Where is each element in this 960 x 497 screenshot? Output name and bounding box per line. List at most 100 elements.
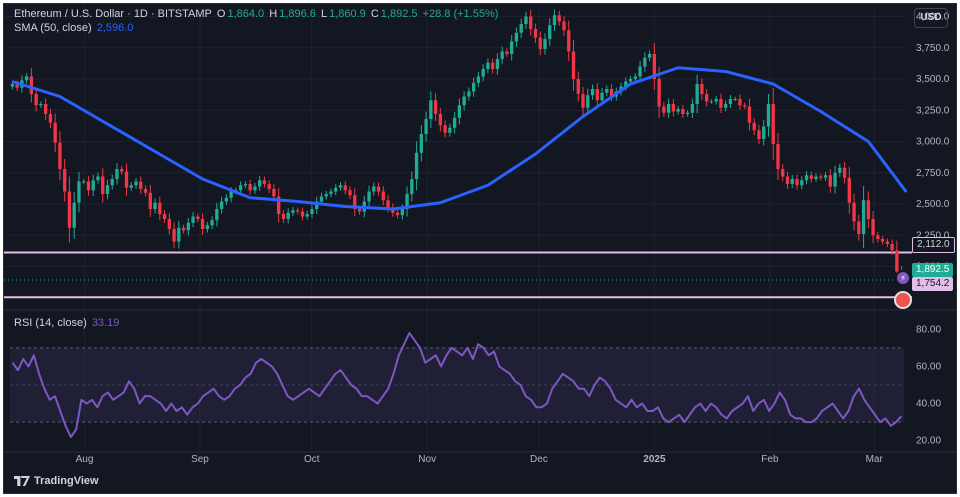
candle-body bbox=[386, 200, 390, 208]
candle-body bbox=[823, 175, 828, 178]
candle-body bbox=[861, 200, 866, 234]
candle-body bbox=[857, 221, 861, 234]
candle-body bbox=[880, 239, 885, 242]
sma-legend[interactable]: SMA (50, close) 2,596.0 bbox=[14, 22, 135, 34]
candle-body bbox=[576, 79, 580, 94]
candle-body bbox=[628, 79, 633, 82]
price-tick-label: 4,000.0 bbox=[916, 12, 950, 23]
candle-body bbox=[814, 176, 818, 179]
candle-body bbox=[709, 101, 714, 103]
candle-body bbox=[224, 197, 229, 202]
candle-body bbox=[115, 169, 119, 179]
candle-body bbox=[452, 117, 457, 128]
event-flag-icon[interactable] bbox=[894, 291, 912, 309]
candle-body bbox=[643, 57, 647, 67]
candle-body bbox=[567, 30, 571, 52]
low-value: 1,860.9 bbox=[329, 8, 366, 20]
alert-icon[interactable]: ⚡ bbox=[895, 270, 911, 286]
candle-body bbox=[257, 180, 262, 187]
candle-body bbox=[866, 200, 870, 219]
candle-body bbox=[134, 181, 138, 186]
candle-body bbox=[552, 15, 557, 26]
candle-body bbox=[852, 202, 856, 222]
candle-body bbox=[158, 202, 162, 214]
candle-body bbox=[524, 16, 528, 24]
candle-body bbox=[305, 214, 309, 217]
candle-body bbox=[124, 171, 129, 188]
candle-body bbox=[785, 176, 790, 184]
time-tick-label: Dec bbox=[530, 454, 548, 465]
grid bbox=[4, 4, 956, 453]
high-label: H bbox=[269, 8, 278, 20]
candle-body bbox=[728, 99, 733, 104]
symbol-legend[interactable]: Ethereum / U.S. Dollar · 1D · BITSTAMP O… bbox=[14, 8, 500, 20]
price-tick-label: 2,250.0 bbox=[916, 230, 950, 241]
chart-canvas[interactable]: 4,000.0 3,750.0 3,500.0 3,250.0 3,000.0 2,750… bbox=[4, 4, 957, 494]
candle-body bbox=[167, 219, 171, 229]
candle-body bbox=[291, 210, 295, 213]
close-label: C bbox=[370, 8, 379, 20]
rsi-legend[interactable]: RSI (14, close) 33.19 bbox=[14, 317, 121, 329]
candle-body bbox=[153, 202, 157, 209]
currency-button[interactable]: USD bbox=[914, 8, 948, 28]
rsi-label: RSI (14, close) bbox=[14, 317, 87, 329]
candle-body bbox=[120, 169, 124, 172]
candle-body bbox=[39, 104, 43, 106]
sma-50-line bbox=[11, 66, 908, 211]
candle-body bbox=[443, 125, 447, 133]
price-tick-label: 2,500.0 bbox=[916, 199, 950, 210]
candle-body bbox=[681, 109, 685, 114]
candle-body bbox=[448, 127, 452, 133]
rsi-line bbox=[11, 332, 903, 438]
candle-body bbox=[533, 29, 538, 38]
candle-body bbox=[139, 181, 143, 189]
candle-body bbox=[719, 99, 723, 108]
candle-body bbox=[86, 181, 91, 191]
candle-body bbox=[395, 212, 400, 216]
candle-body bbox=[376, 186, 381, 192]
candle-body bbox=[600, 92, 604, 101]
candle-body bbox=[277, 196, 281, 214]
high-value: 1,896.6 bbox=[279, 8, 316, 20]
candle-body bbox=[300, 211, 305, 217]
time-tick-label: Mar bbox=[866, 454, 884, 465]
candle-body bbox=[842, 167, 847, 178]
candle-body bbox=[876, 235, 880, 239]
candle-body bbox=[609, 89, 614, 97]
close-value: 1,892.5 bbox=[380, 8, 418, 20]
sma-value: 2,596.0 bbox=[96, 22, 134, 34]
horizontal-levels[interactable] bbox=[4, 251, 912, 299]
sma-line bbox=[11, 66, 908, 211]
candle-body bbox=[695, 84, 699, 104]
lower-level-tag: 1,754.2 bbox=[912, 277, 954, 291]
tradingview-mark-icon bbox=[14, 476, 30, 486]
candle-body bbox=[286, 212, 290, 219]
candle-body bbox=[315, 201, 319, 209]
candle-body bbox=[381, 191, 385, 201]
time-tick-label: Sep bbox=[191, 454, 209, 465]
candle-body bbox=[405, 194, 409, 209]
candle-body bbox=[357, 209, 362, 212]
candle-body bbox=[538, 37, 542, 49]
candle-body bbox=[747, 106, 752, 123]
candle-body bbox=[733, 99, 737, 100]
symbol-title: Ethereum / U.S. Dollar · 1D · BITSTAMP bbox=[14, 8, 212, 20]
price-tick-label: 3,500.0 bbox=[916, 74, 950, 85]
candle-body bbox=[529, 16, 533, 29]
candle-body bbox=[29, 76, 34, 94]
upper-level-tag: 2,112.0 bbox=[912, 237, 955, 253]
candle-body bbox=[804, 175, 809, 181]
candle-body bbox=[44, 104, 48, 114]
candle-body bbox=[590, 89, 595, 96]
candle-body bbox=[647, 54, 652, 58]
chart-frame: 4,000.0 3,750.0 3,500.0 3,250.0 3,000.0 2,750… bbox=[3, 3, 957, 494]
candle-body bbox=[762, 126, 766, 139]
candle-body bbox=[581, 94, 585, 108]
tradingview-logo[interactable]: TradingView bbox=[14, 475, 99, 487]
candle-body bbox=[419, 134, 423, 153]
rsi-14-line bbox=[11, 332, 903, 438]
candle-body bbox=[343, 185, 347, 191]
candle-body bbox=[724, 104, 728, 108]
candle-body bbox=[129, 185, 133, 188]
candle-body bbox=[871, 219, 875, 236]
